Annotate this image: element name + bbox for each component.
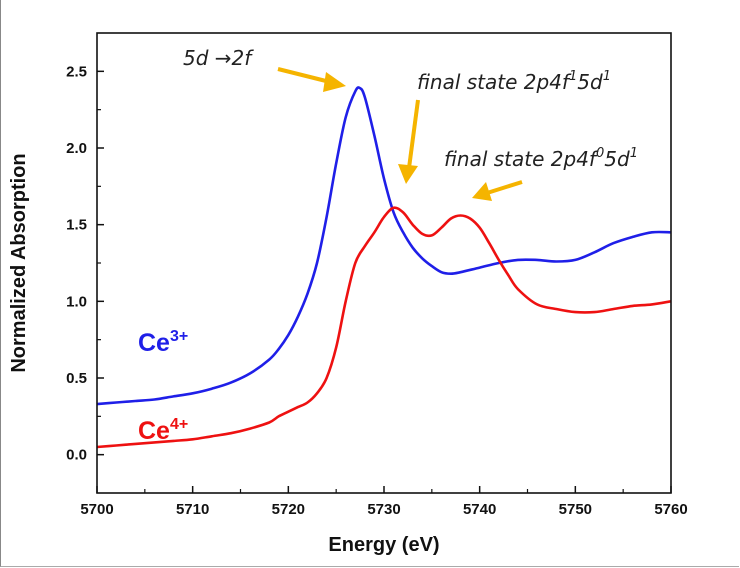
x-tick-label-5720: 5720	[272, 501, 305, 518]
series-label-ce4: Ce4+	[138, 416, 188, 445]
y-axis-title: Normalized Absorption	[8, 153, 30, 372]
x-tick-label-5750: 5750	[559, 501, 592, 518]
x-tick-label-5740: 5740	[463, 501, 496, 518]
series-label-ce4-base: Ce	[138, 417, 170, 445]
series-label-ce3: Ce3+	[138, 328, 188, 357]
y-tick-label-0.5: 0.5	[66, 370, 87, 387]
y-tick-label-2: 2.0	[66, 140, 87, 157]
arrow-final-state-1	[398, 99, 420, 184]
x-tick-label-5730: 5730	[367, 501, 400, 518]
plot-area-border	[96, 32, 672, 494]
annotation-final-state-2-sup2: 1	[630, 146, 638, 161]
annotation-5d-2f-text: 5d →2f	[183, 46, 254, 70]
annotation-final-state-2: final state 2p4f05d1	[444, 146, 638, 171]
series-label-ce4-sup: 4+	[170, 416, 188, 433]
x-tick-label-5760: 5760	[654, 501, 687, 518]
y-tick-label-2.5: 2.5	[66, 63, 87, 80]
x-tick-label-5710: 5710	[176, 501, 209, 518]
arrow-5d-2f	[277, 67, 346, 92]
annotation-final-state-1-tail: 5d	[577, 70, 603, 94]
ticks-layer: 5700 5710 5720 5730 5740 5750 5760 0.0 0.5 1.0 1.5…	[66, 63, 688, 518]
series-line-ce4plus	[96, 206, 672, 449]
annotation-final-state-1-sup2: 1	[603, 69, 611, 84]
annotation-final-state-2-text: final state 2p4f	[444, 147, 599, 171]
y-tick-label-1.5: 1.5	[66, 217, 87, 234]
series-label-ce3-base: Ce	[138, 329, 170, 357]
arrow-final-state-2	[472, 180, 523, 201]
series-label-ce3-sup: 3+	[170, 328, 188, 345]
annotation-final-state-2-sup: 0	[596, 146, 604, 161]
annotation-final-state-1: final state 2p4f15d1	[417, 69, 611, 94]
annotation-final-state-1-sup: 1	[569, 69, 577, 84]
annotation-5d-2f: 5d →2f	[183, 46, 254, 70]
annotation-final-state-1-text: final state 2p4f	[417, 70, 572, 94]
annotation-final-state-2-tail: 5d	[604, 147, 630, 171]
annotation-arrows	[277, 67, 523, 201]
y-tick-label-1: 1.0	[66, 293, 87, 310]
series-layer	[96, 86, 672, 449]
y-tick-label-0: 0.0	[66, 447, 87, 464]
x-axis-title: Energy (eV)	[328, 534, 439, 556]
x-tick-label-5700: 5700	[80, 501, 113, 518]
series-line-ce3plus	[96, 86, 672, 406]
